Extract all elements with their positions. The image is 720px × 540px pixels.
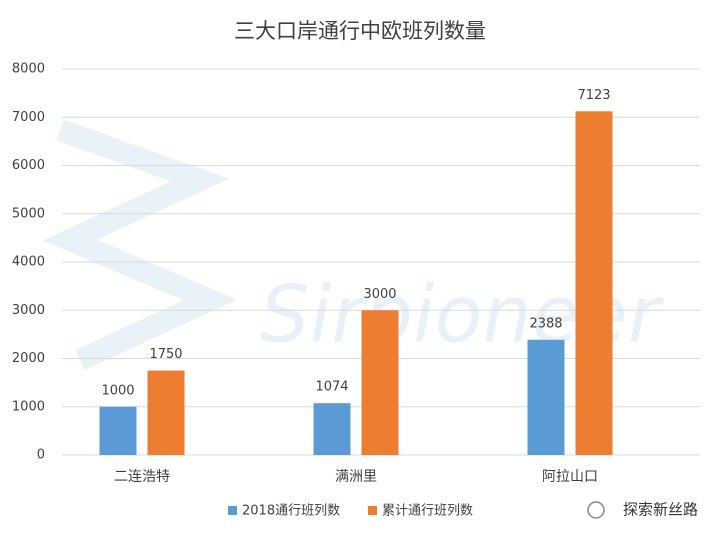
value-label: 2388 bbox=[529, 316, 562, 331]
value-label: 3000 bbox=[363, 287, 396, 302]
legend-label: 2018通行班列数 bbox=[242, 504, 340, 519]
bar bbox=[313, 403, 351, 455]
value-label: 7123 bbox=[577, 88, 610, 103]
x-tick-label: 二连浩特 bbox=[114, 469, 170, 485]
bar bbox=[527, 339, 565, 455]
y-tick-label: 0 bbox=[37, 448, 45, 463]
y-tick-label: 3000 bbox=[12, 303, 45, 318]
credit: 探索新丝路 bbox=[623, 501, 698, 519]
y-tick-label: 5000 bbox=[12, 206, 45, 221]
y-tick-label: 6000 bbox=[12, 158, 45, 173]
bar bbox=[99, 406, 137, 455]
value-label: 1750 bbox=[149, 347, 182, 362]
legend-swatch bbox=[228, 506, 237, 515]
y-tick-label: 1000 bbox=[12, 399, 45, 414]
y-tick-label: 8000 bbox=[12, 62, 45, 77]
credit-icon bbox=[587, 501, 605, 519]
bar bbox=[361, 310, 399, 455]
value-label: 1074 bbox=[315, 380, 348, 395]
x-tick-label: 阿拉山口 bbox=[542, 469, 598, 485]
value-label: 1000 bbox=[101, 383, 134, 398]
chart-title: 三大口岸通行中欧班列数量 bbox=[234, 19, 486, 43]
y-tick-label: 2000 bbox=[12, 351, 45, 366]
legend-label: 累计通行班列数 bbox=[382, 504, 473, 519]
y-tick-label: 7000 bbox=[12, 110, 45, 125]
x-tick-label: 满洲里 bbox=[335, 469, 377, 485]
legend-swatch bbox=[368, 506, 377, 515]
bar bbox=[147, 370, 185, 455]
y-tick-label: 4000 bbox=[12, 255, 45, 270]
bar bbox=[575, 111, 613, 455]
watermark-logo bbox=[42, 119, 238, 370]
